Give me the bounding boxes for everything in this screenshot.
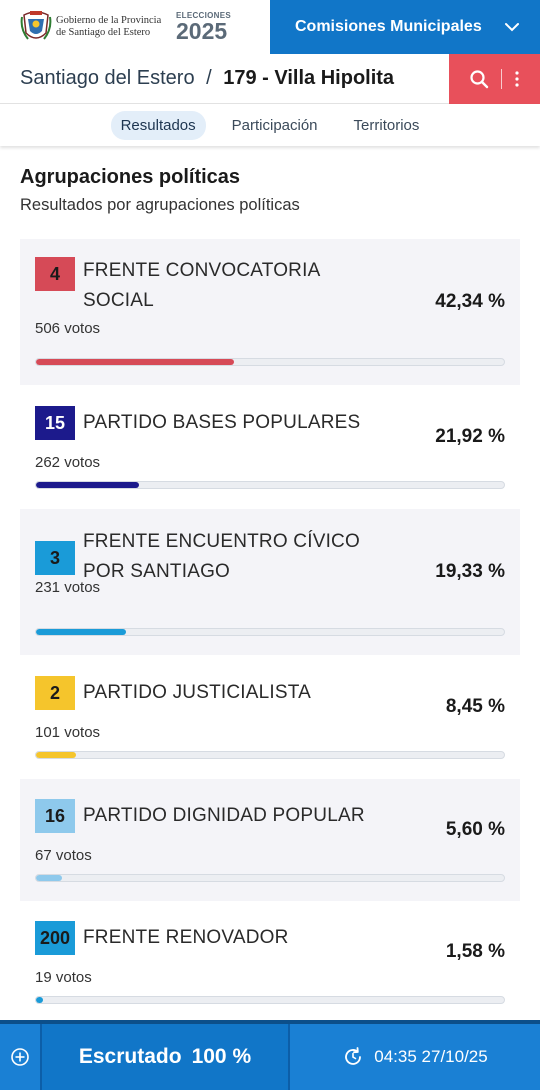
tab-territorios[interactable]: Territorios	[353, 116, 420, 134]
location-bar: Santiago del Estero / 179 - Villa Hipoli…	[0, 53, 540, 104]
party-name: PARTIDO DIGNIDAD POPULAR	[83, 805, 365, 826]
party-name: FRENTE ENCUENTRO CÍVICO POR SANTIAGO	[83, 531, 360, 582]
last-update[interactable]: 04:35 27/10/25	[290, 1024, 540, 1090]
party-card[interactable]: 15 PARTIDO BASES POPULARES 21,92 % 262 v…	[20, 385, 520, 509]
party-votes: 101 votos	[35, 724, 101, 741]
party-percent: 8,45 %	[445, 696, 505, 717]
elections-year: 2025	[176, 18, 228, 44]
category-label: Comisiones Municipales	[295, 18, 482, 35]
breadcrumb: Santiago del Estero / 179 - Villa Hipoli…	[0, 67, 449, 90]
party-result-bar-fill	[36, 482, 139, 488]
party-votes: 506 votos	[35, 320, 101, 337]
party-card[interactable]: 2 PARTIDO JUSTICIALISTA 8,45 % 101 votos	[20, 655, 520, 779]
search-icon[interactable]	[469, 69, 489, 89]
party-number-badge: 16	[35, 799, 75, 833]
footer-bar: Escrutado 100 % 04:35 27/10/25	[0, 1020, 540, 1090]
party-name: PARTIDO BASES POPULARES	[83, 412, 361, 433]
category-selector[interactable]: Comisiones Municipales	[270, 0, 540, 54]
chevron-down-icon	[504, 23, 519, 32]
party-number-badge: 3	[35, 541, 75, 575]
section-subtitle: Resultados por agrupaciones políticas	[20, 196, 300, 214]
party-percent: 19,33 %	[435, 561, 505, 582]
party-number-badge: 2	[35, 676, 75, 710]
expand-button[interactable]	[0, 1024, 40, 1090]
party-percent: 42,34 %	[435, 291, 505, 312]
scrutiny-status: Escrutado 100 %	[40, 1024, 290, 1090]
government-name: Gobierno de la Provincia de Santiago del…	[56, 15, 168, 39]
kebab-menu-icon[interactable]	[514, 70, 520, 88]
scrutiny-label: Escrutado	[78, 1045, 182, 1068]
party-result-bar	[35, 751, 505, 759]
party-name: PARTIDO JUSTICIALISTA	[83, 682, 312, 703]
refresh-clock-icon	[345, 1047, 362, 1065]
section-title: Agrupaciones políticas	[20, 166, 241, 188]
party-votes: 67 votos	[35, 847, 92, 864]
elections-logo: ELECCIONES 2025	[176, 11, 231, 43]
party-number-badge: 4	[35, 257, 75, 291]
top-header: Gobierno de la Provincia de Santiago del…	[0, 0, 540, 54]
party-result-bar	[35, 481, 505, 489]
party-name: FRENTE RENOVADOR	[83, 927, 289, 948]
last-update-timestamp: 04:35 27/10/25	[374, 1047, 488, 1066]
party-card[interactable]: 16 PARTIDO DIGNIDAD POPULAR 5,60 % 67 vo…	[20, 779, 520, 901]
provincial-seal-icon	[20, 11, 52, 40]
breadcrumb-province[interactable]: Santiago del Estero	[20, 67, 195, 89]
party-result-bar	[35, 628, 505, 636]
plus-circle-icon	[11, 1048, 29, 1066]
scrutiny-value: 100 %	[191, 1045, 252, 1068]
brand-area: Gobierno de la Provincia de Santiago del…	[0, 0, 270, 54]
party-number-badge: 200	[35, 921, 75, 955]
party-result-bar-fill	[36, 629, 127, 635]
party-result-bar-fill	[36, 359, 235, 365]
party-percent: 1,58 %	[445, 941, 505, 962]
party-result-bar-fill	[36, 875, 63, 881]
tab-bar: Resultados Participación Territorios	[0, 104, 540, 146]
breadcrumb-separator: /	[206, 67, 212, 89]
actions-divider	[501, 68, 502, 89]
party-name: FRENTE CONVOCATORIA SOCIAL	[83, 260, 320, 311]
party-votes: 19 votos	[35, 969, 92, 986]
party-card[interactable]: 3 FRENTE ENCUENTRO CÍVICO POR SANTIAGO 1…	[20, 509, 520, 655]
party-result-bar	[35, 358, 505, 366]
elections-label: ELECCIONES	[176, 11, 232, 20]
party-result-bar-fill	[36, 997, 44, 1003]
government-line-1: Gobierno de la Provincia	[56, 15, 162, 26]
party-votes: 231 votos	[35, 579, 101, 596]
location-actions	[449, 53, 540, 104]
government-line-2: de Santiago del Estero	[56, 27, 151, 38]
tab-participacion[interactable]: Participación	[231, 116, 318, 134]
party-percent: 5,60 %	[445, 819, 505, 840]
party-card[interactable]: 4 FRENTE CONVOCATORIA SOCIAL 42,34 % 506…	[20, 239, 520, 385]
party-number-badge: 15	[35, 406, 75, 440]
party-card[interactable]: 200 FRENTE RENOVADOR 1,58 % 19 votos	[20, 901, 520, 1019]
party-result-bar	[35, 874, 505, 882]
party-percent: 21,92 %	[435, 426, 505, 447]
breadcrumb-municipality: 179 - Villa Hipolita	[223, 67, 395, 89]
party-result-bar	[35, 996, 505, 1004]
party-votes: 262 votos	[35, 454, 101, 471]
tab-resultados[interactable]: Resultados	[110, 110, 206, 140]
party-result-bar-fill	[36, 752, 76, 758]
